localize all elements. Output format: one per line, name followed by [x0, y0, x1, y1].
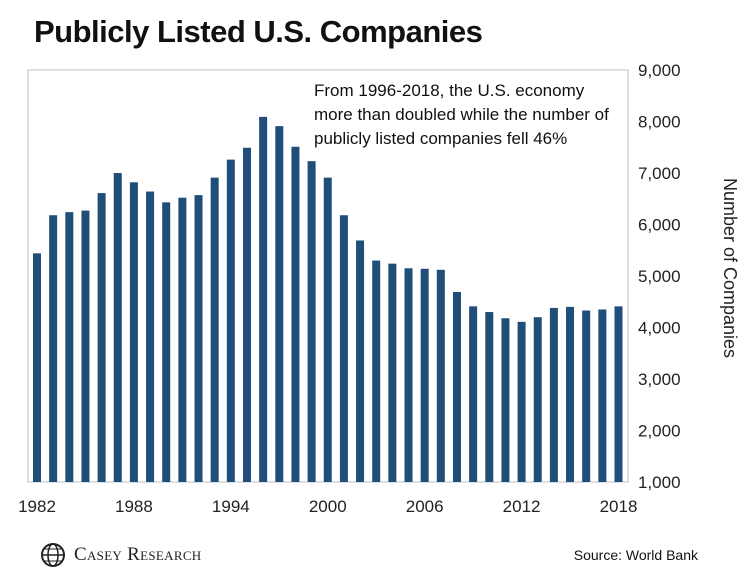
x-tick-label: 2012 [503, 497, 541, 516]
bar-1999 [307, 161, 316, 482]
annotation-line: From 1996-2018, the U.S. economy [314, 81, 585, 100]
bar-1985 [81, 210, 90, 482]
bar-1982 [33, 253, 41, 482]
y-axis: 1,000 2,000 3,000 4,000 5,000 6,000 7,000 8,000… [638, 61, 681, 492]
bar-1983 [49, 215, 58, 483]
chart-annotation: From 1996-2018, the U.S. economy more tha… [314, 81, 609, 148]
x-axis: 1982 1988 1994 2000 2006 2012 2018 [18, 497, 637, 516]
y-tick-label: 7,000 [638, 164, 681, 183]
bar-2017 [598, 309, 607, 482]
bar-2018 [614, 306, 623, 482]
bar-2005 [404, 268, 413, 482]
bar-1987 [113, 173, 122, 482]
y-tick-label: 6,000 [638, 216, 681, 235]
x-tick-label: 2006 [406, 497, 444, 516]
bars-group [33, 116, 623, 483]
bar-1994 [226, 159, 235, 483]
y-tick-label: 5,000 [638, 267, 681, 286]
bar-2012 [517, 321, 526, 482]
bar-2002 [356, 240, 365, 482]
bar-2014 [549, 307, 558, 482]
bar-2006 [420, 268, 429, 482]
bar-1996 [259, 116, 268, 483]
bar-1992 [194, 195, 203, 482]
x-tick-label: 2018 [600, 497, 638, 516]
x-tick-label: 1988 [115, 497, 153, 516]
bar-1988 [129, 182, 138, 482]
source-note: Source: World Bank [573, 547, 698, 563]
bar-2009 [469, 306, 478, 482]
bar-1986 [97, 193, 106, 482]
bar-2015 [566, 306, 575, 482]
bar-2011 [501, 318, 510, 482]
y-tick-label: 1,000 [638, 473, 681, 492]
y-tick-label: 3,000 [638, 370, 681, 389]
x-tick-label: 1994 [212, 497, 250, 516]
bar-1997 [275, 126, 284, 482]
y-tick-label: 9,000 [638, 61, 681, 80]
bar-1990 [162, 202, 171, 483]
bar-2007 [436, 269, 445, 482]
bar-2004 [388, 263, 397, 482]
bar-2000 [323, 177, 332, 482]
chart-title: Publicly Listed U.S. Companies [34, 14, 483, 49]
x-tick-label: 1982 [18, 497, 56, 516]
bar-2016 [582, 310, 591, 482]
bar-2013 [533, 317, 542, 482]
bar-1993 [210, 177, 219, 482]
annotation-line: publicly listed companies fell 46% [314, 129, 567, 148]
y-tick-label: 8,000 [638, 113, 681, 132]
x-tick-label: 2000 [309, 497, 347, 516]
bar-1991 [178, 197, 187, 482]
bar-1998 [291, 146, 300, 483]
bar-2003 [372, 260, 381, 482]
bar-1989 [146, 191, 155, 483]
bar-2010 [485, 312, 494, 482]
annotation-line: more than doubled while the number of [314, 105, 609, 124]
bar-2008 [452, 291, 461, 482]
y-tick-label: 2,000 [638, 422, 681, 441]
casey-research-logo: Casey Research [40, 542, 201, 568]
y-tick-label: 4,000 [638, 319, 681, 338]
bar-2001 [339, 215, 348, 483]
y-axis-label: Number of Companies [720, 178, 740, 358]
bar-1995 [242, 147, 251, 482]
bar-1984 [65, 212, 74, 482]
brand-name: Casey Research [74, 544, 202, 565]
globe-icon [41, 543, 65, 567]
